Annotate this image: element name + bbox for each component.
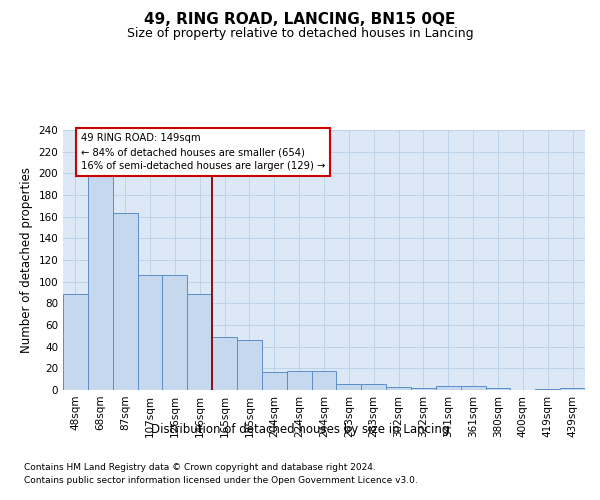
Y-axis label: Number of detached properties: Number of detached properties [20,167,33,353]
Bar [461,386,485,390]
Text: 49, RING ROAD, LANCING, BN15 0QE: 49, RING ROAD, LANCING, BN15 0QE [145,12,455,28]
Bar [212,337,237,390]
Bar [137,275,163,390]
Text: Contains HM Land Registry data © Crown copyright and database right 2024.: Contains HM Land Registry data © Crown c… [24,462,376,471]
Bar [88,174,113,390]
Bar [535,389,560,390]
Bar [237,340,262,390]
Bar [485,388,511,390]
Bar [163,275,187,390]
Bar [560,388,585,390]
Bar [436,386,461,390]
Text: Contains public sector information licensed under the Open Government Licence v3: Contains public sector information licen… [24,476,418,485]
Text: Size of property relative to detached houses in Lancing: Size of property relative to detached ho… [127,28,473,40]
Bar [262,372,287,390]
Text: Distribution of detached houses by size in Lancing: Distribution of detached houses by size … [151,422,449,436]
Bar [361,384,386,390]
Bar [113,214,137,390]
Bar [63,294,88,390]
Text: 49 RING ROAD: 149sqm
← 84% of detached houses are smaller (654)
16% of semi-deta: 49 RING ROAD: 149sqm ← 84% of detached h… [81,133,325,171]
Bar [386,387,411,390]
Bar [287,370,311,390]
Bar [187,294,212,390]
Bar [337,384,361,390]
Bar [411,388,436,390]
Bar [311,370,337,390]
